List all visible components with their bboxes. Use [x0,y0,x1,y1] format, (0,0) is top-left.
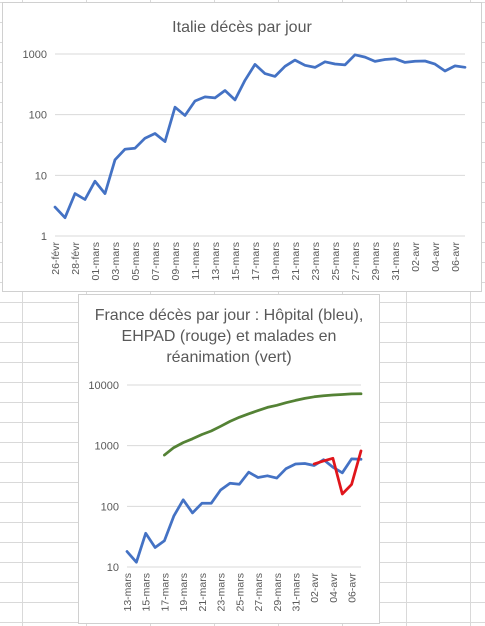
italy-xtick-label: 06-avr [450,242,462,272]
france-xtick-label: 02-avr [309,573,321,603]
italy-ytick-label: 100 [29,110,47,122]
italy-xtick-label: 15-mars [230,242,242,281]
italy-xtick-label: 17-mars [250,242,262,281]
france-xtick-label: 23-mars [216,573,228,612]
italy-xtick-label: 27-mars [350,242,362,281]
italy-xtick-label: 04-avr [430,242,442,272]
france-xtick-label: 25-mars [234,573,246,612]
france-series-2-line [163,392,363,457]
italy-xtick-label: 19-mars [270,242,282,281]
italy-xtick-label: 21-mars [290,242,302,281]
france-chart[interactable]: France décès par jour : Hôpital (bleu), … [78,294,380,624]
italy-xtick-label: 13-mars [210,242,222,281]
france-xtick-label: 31-mars [290,573,302,612]
france-xtick-label: 27-mars [253,573,265,612]
italy-chart-title: Italie décès par jour [172,19,312,36]
italy-xtick-label: 07-mars [150,242,162,281]
italy-xtick-label: 26-févr [50,242,62,275]
france-ytick-label: 1000 [95,441,119,453]
france-chart-plot: 10 100 1000 10000 13-mars 15-mars 17-mars 19-ma… [88,380,363,612]
italy-xtick-label: 23-mars [310,242,322,281]
italy-xtick-label: 05-mars [130,242,142,281]
france-xtick-label: 06-avr [347,573,359,603]
italy-xtick-label: 29-mars [370,242,382,281]
france-ytick-label: 10000 [88,380,119,392]
italy-ytick-label: 10 [35,170,47,182]
france-chart-title: France décès par jour : Hôpital (bleu), … [94,307,364,366]
france-xtick-label: 15-mars [141,573,153,612]
france-xtick-label: 17-mars [159,573,171,612]
italy-series-0-line [53,53,467,220]
france-xtick-label: 21-mars [197,573,209,612]
italy-xtick-label: 11-mars [190,242,202,280]
france-xtick-label: 19-mars [178,573,190,612]
france-xtick-label: 13-mars [122,573,134,612]
france-series-0-line [125,457,363,564]
france-ytick-label: 100 [101,501,119,513]
italy-xtick-label: 03-mars [110,242,122,281]
italy-xtick-label: 31-mars [390,242,402,281]
france-xtick-label: 29-mars [272,573,284,612]
italy-xtick-label: 02-avr [410,242,422,272]
italy-xtick-label: 09-mars [170,242,182,281]
italy-ytick-label: 1 [41,231,47,243]
france-ytick-label: 10 [107,562,119,574]
italy-xtick-label: 28-févr [70,242,82,275]
italy-chart-plot: 1 10 100 1000 26-févr 28-févr 01-mars 03-mars 05… [23,49,467,281]
italy-xtick-label: 01-mars [90,242,102,281]
france-series-1-line [312,449,363,496]
italy-chart[interactable]: Italie décès par jour 1 10 100 1000 26-févr 2… [2,2,482,292]
italy-xtick-label: 25-mars [330,242,342,281]
france-xtick-label: 04-avr [328,573,340,603]
italy-ytick-label: 1000 [23,49,47,61]
